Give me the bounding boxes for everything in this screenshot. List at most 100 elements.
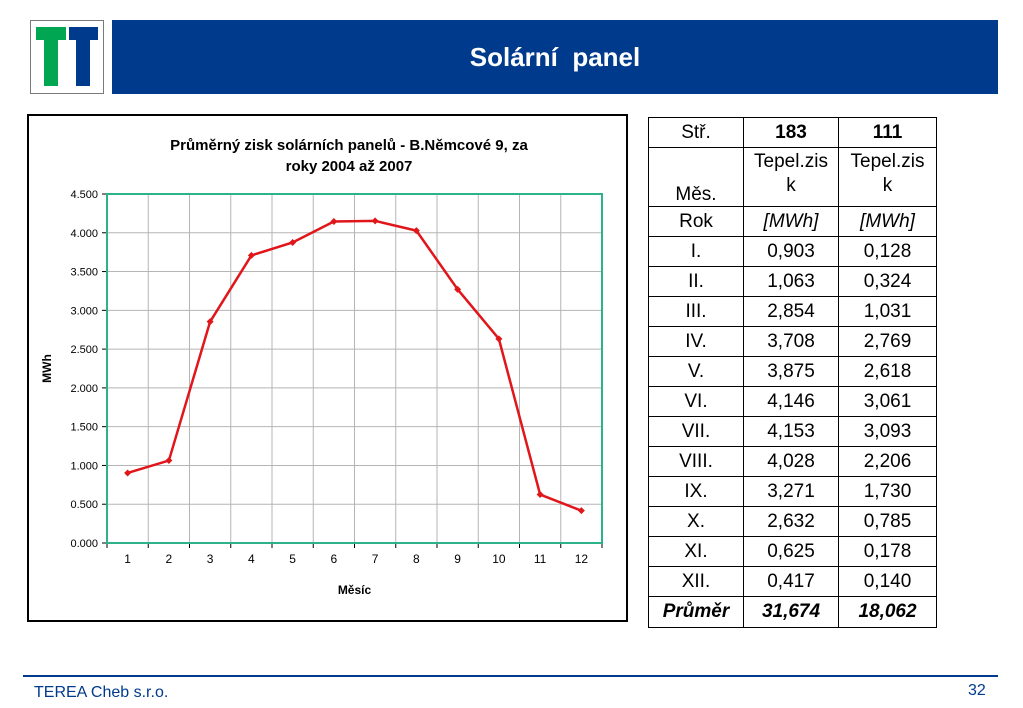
table-row: VI. 4,146 3,061 bbox=[648, 386, 937, 417]
table-cell: 2,632 bbox=[743, 506, 839, 537]
table-cell: [MWh] bbox=[743, 206, 839, 237]
y-tick-label: 0.000 bbox=[70, 538, 98, 550]
table-cell: 31,674 bbox=[743, 596, 839, 628]
data-point bbox=[536, 491, 544, 499]
table-row: XI. 0,625 0,178 bbox=[648, 536, 937, 567]
table-row: I. 0,903 0,128 bbox=[648, 236, 937, 267]
table-cell: 0,903 bbox=[743, 236, 839, 267]
y-tick-label: 2.000 bbox=[70, 383, 98, 395]
table-cell: 0,128 bbox=[838, 236, 937, 267]
table-cell: 2,618 bbox=[838, 356, 937, 387]
table-cell: 183 bbox=[743, 117, 839, 148]
table-cell: II. bbox=[648, 266, 744, 297]
table-header-row: Stř. 183 111 bbox=[648, 117, 937, 148]
y-tick-label: 1.000 bbox=[70, 460, 98, 472]
page-title: Solární panel bbox=[469, 42, 641, 72]
table-cell: 0,324 bbox=[838, 266, 937, 297]
x-tick-label: 3 bbox=[207, 552, 214, 566]
table-cell: 4,028 bbox=[743, 446, 839, 477]
table-cell: 4,146 bbox=[743, 386, 839, 417]
table-cell: 4,153 bbox=[743, 416, 839, 447]
x-tick-label: 4 bbox=[248, 552, 255, 566]
table-cell: 0,785 bbox=[838, 506, 937, 537]
table-cell: X. bbox=[648, 506, 744, 537]
x-tick-label: 8 bbox=[413, 552, 420, 566]
table-cell: 0,625 bbox=[743, 536, 839, 567]
data-point bbox=[165, 457, 173, 465]
chart-frame: Průměrný zisk solárních panelů - B.Němco… bbox=[27, 114, 628, 622]
x-axis-label: Měsíc bbox=[338, 583, 372, 597]
data-point bbox=[330, 217, 338, 225]
table-cell: 0,178 bbox=[838, 536, 937, 567]
data-point bbox=[206, 318, 214, 326]
table-cell: Rok bbox=[648, 206, 744, 237]
line-chart: Průměrný zisk solárních panelů - B.Němco… bbox=[40, 137, 603, 597]
table-cell: 111 bbox=[838, 117, 937, 148]
x-tick-label: 6 bbox=[331, 552, 338, 566]
data-point bbox=[412, 227, 420, 235]
table-row: X. 2,632 0,785 bbox=[648, 506, 937, 537]
table-row: IX. 3,271 1,730 bbox=[648, 476, 937, 507]
table-cell: 2,854 bbox=[743, 296, 839, 327]
table-units-row: Rok [MWh] [MWh] bbox=[648, 206, 937, 237]
table-cell: Tepel.zis k bbox=[743, 147, 839, 207]
plot-area-border bbox=[106, 193, 603, 544]
table-total-row: Průměr 31,674 18,062 bbox=[648, 596, 937, 628]
y-tick-label: 3.000 bbox=[70, 305, 98, 317]
table-subheader-row: Měs. Tepel.zis k Tepel.zis k bbox=[648, 147, 937, 207]
x-tick-label: 5 bbox=[289, 552, 296, 566]
y-tick-label: 4.000 bbox=[70, 228, 98, 240]
data-point bbox=[371, 217, 379, 225]
table-row: V. 3,875 2,618 bbox=[648, 356, 937, 387]
x-tick-label: 12 bbox=[575, 552, 589, 566]
x-tick-label: 1 bbox=[124, 552, 131, 566]
data-table: Stř. 183 111 Měs. Tepel.zis k Tepel.zis k Rok [MW… bbox=[648, 117, 937, 628]
y-tick-label: 0.500 bbox=[70, 499, 98, 511]
table-cell: Měs. bbox=[648, 147, 744, 207]
table-cell: Stř. bbox=[648, 117, 744, 148]
data-point bbox=[247, 251, 255, 259]
page-number: 32 bbox=[968, 682, 986, 699]
x-tick-label: 7 bbox=[372, 552, 379, 566]
data-point bbox=[124, 469, 132, 477]
table-cell: 3,271 bbox=[743, 476, 839, 507]
y-tick-label: 2.500 bbox=[70, 344, 98, 356]
table-cell: [MWh] bbox=[838, 206, 937, 237]
table-cell: I. bbox=[648, 236, 744, 267]
series-line bbox=[127, 219, 582, 512]
table-cell: 3,708 bbox=[743, 326, 839, 357]
chart-title: Průměrný zisk solárních panelů - B.Němco… bbox=[170, 137, 528, 154]
table-row: XII. 0,417 0,140 bbox=[648, 566, 937, 597]
table-cell: 2,206 bbox=[838, 446, 937, 477]
data-point bbox=[289, 238, 297, 246]
y-tick-label: 4.500 bbox=[70, 189, 98, 201]
table-row: IV. 3,708 2,769 bbox=[648, 326, 937, 357]
table-cell: Průměr bbox=[648, 596, 744, 628]
table-cell: VIII. bbox=[648, 446, 744, 477]
table-row: VII. 4,153 3,093 bbox=[648, 416, 937, 447]
table-cell: VI. bbox=[648, 386, 744, 417]
table-cell: IV. bbox=[648, 326, 744, 357]
table-cell: 1,031 bbox=[838, 296, 937, 327]
table-cell: XII. bbox=[648, 566, 744, 597]
company-logo bbox=[30, 20, 104, 94]
y-tick-label: 1.500 bbox=[70, 422, 98, 434]
table-cell: III. bbox=[648, 296, 744, 327]
table-cell: 2,769 bbox=[838, 326, 937, 357]
header-bar: Solární panel bbox=[112, 20, 998, 94]
table-cell: Tepel.zis k bbox=[838, 147, 937, 207]
data-point bbox=[454, 285, 462, 293]
x-tick-label: 2 bbox=[166, 552, 173, 566]
x-tick-label: 9 bbox=[454, 552, 461, 566]
x-tick-label: 10 bbox=[492, 552, 506, 566]
x-tick-label: 11 bbox=[534, 552, 547, 566]
data-point bbox=[577, 507, 585, 515]
table-cell: 3,875 bbox=[743, 356, 839, 387]
table-cell: V. bbox=[648, 356, 744, 387]
table-cell: 3,093 bbox=[838, 416, 937, 447]
footer-divider bbox=[23, 675, 998, 677]
table-cell: 3,061 bbox=[838, 386, 937, 417]
table-cell: IX. bbox=[648, 476, 744, 507]
footer-company: TEREA Cheb s.r.o. bbox=[34, 684, 169, 701]
table-row: II. 1,063 0,324 bbox=[648, 266, 937, 297]
